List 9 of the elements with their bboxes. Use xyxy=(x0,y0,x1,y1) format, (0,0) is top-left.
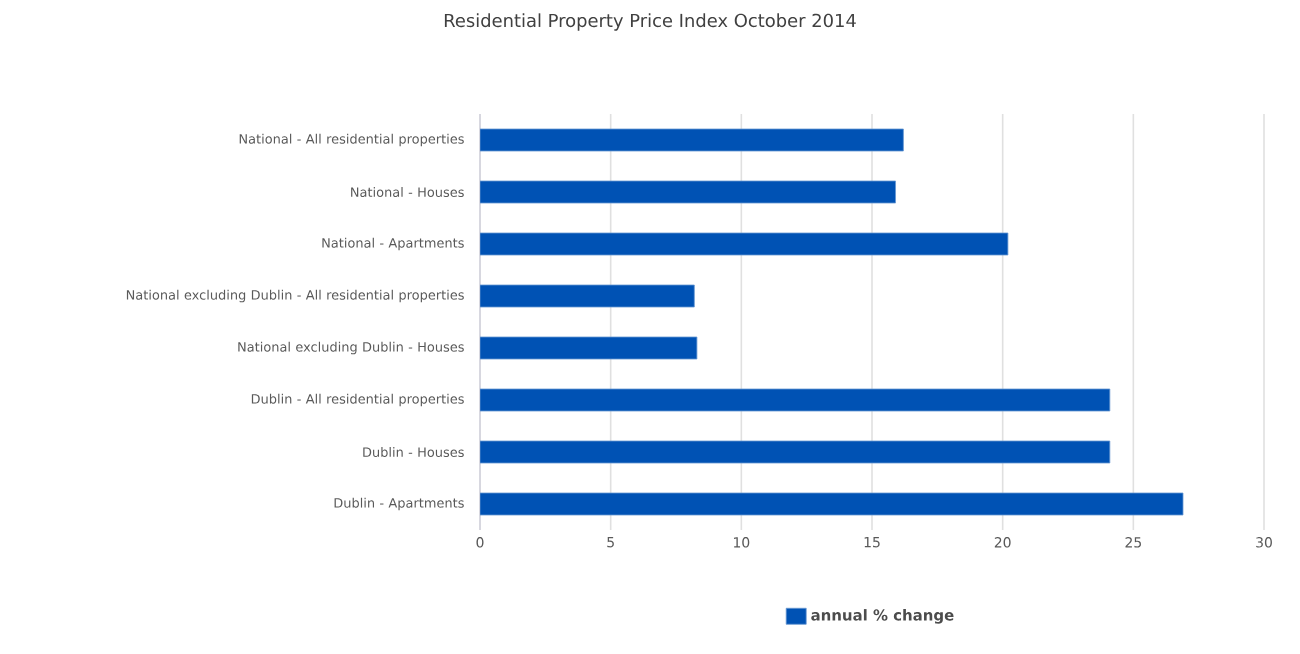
bar xyxy=(480,440,1111,464)
bar xyxy=(480,180,896,204)
bar xyxy=(480,336,698,360)
bar xyxy=(480,388,1111,412)
bar xyxy=(480,232,1009,256)
bar xyxy=(480,284,695,308)
bar xyxy=(480,492,1184,516)
bar xyxy=(480,128,904,152)
chart-title: Residential Property Price Index October 2014 xyxy=(444,13,856,31)
